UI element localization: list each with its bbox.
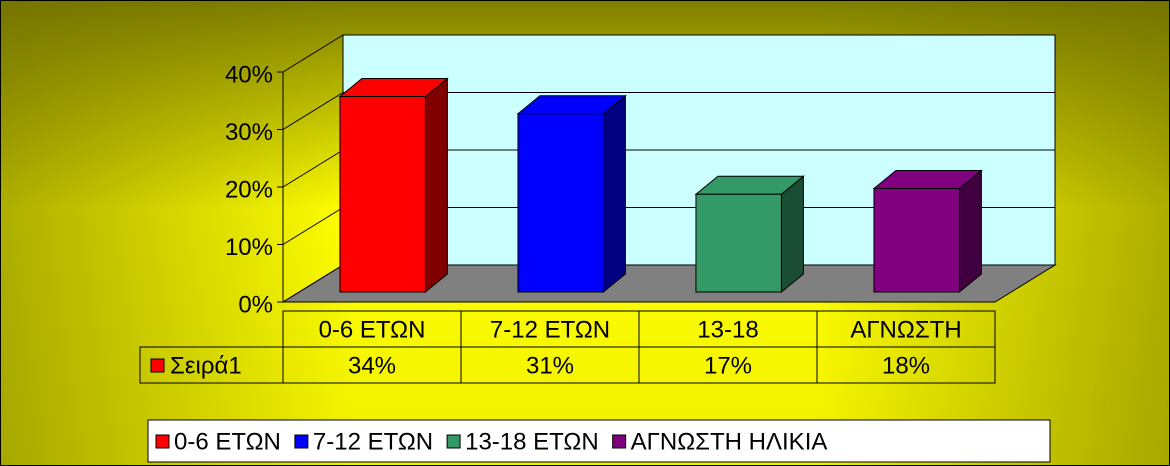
y-tick-label: 30% [225,119,273,146]
y-tick-label: 10% [225,234,273,261]
legend-label: 13-18 ΕΤΩΝ [465,428,599,455]
grid-line-side [282,207,344,245]
legend-label: 7-12 ΕΤΩΝ [313,428,433,455]
x-tick-label: 7-12 ΕΤΩΝ [490,316,610,343]
bar [873,188,960,293]
grid-line-side [282,92,344,130]
data-label: 31% [526,352,574,379]
x-tick-label: 13-18 [697,316,758,343]
x-tick-label: 0-6 ΕΤΩΝ [319,316,426,343]
y-tick-label: 20% [225,176,273,203]
bar [517,113,604,293]
legend-box [147,419,1051,463]
legend-label: 0-6 ΕΤΩΝ [174,428,281,455]
table-legend-key [150,358,165,373]
table-row-values [139,346,996,384]
y-tick-label: 0% [238,291,273,318]
grid-line-side [282,264,344,303]
grid-line-side [282,34,344,73]
bar-side [958,169,982,294]
bar-side [780,175,804,294]
legend-swatch [155,434,170,449]
bar-side [602,94,626,294]
x-tick-label: ΑΓΝΩΣΤΗ [850,316,961,343]
data-label: 17% [704,352,752,379]
data-label: 34% [348,352,396,379]
bar [695,193,782,293]
series-name: Σειρά1 [170,352,242,379]
grid-line-side [282,149,344,188]
data-label: 18% [882,352,930,379]
bar-side [424,77,448,294]
legend-swatch [446,434,461,449]
legend-swatch [294,434,309,449]
legend-swatch [612,434,627,449]
bar [339,96,426,293]
y-tick-label: 40% [225,61,273,88]
legend-label: ΑΓΝΩΣΤΗ ΗΛΙΚΙΑ [631,428,828,455]
